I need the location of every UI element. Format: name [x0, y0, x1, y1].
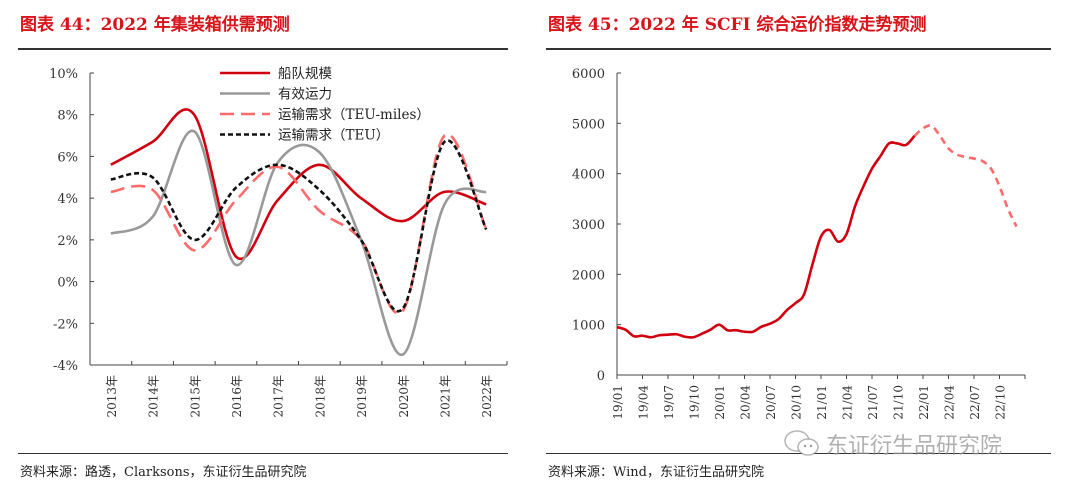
right-x-tick-label: 21/04 [841, 385, 855, 420]
left-x-tick-label: 2019年 [355, 375, 369, 418]
right-x-tick-label: 22/01 [917, 385, 931, 420]
right-x-tick-label: 22/07 [968, 385, 982, 420]
right-x-tick-label: 21/10 [892, 385, 906, 420]
left-x-tick-label: 2014年 [147, 375, 161, 418]
left-y-tick-label: 10% [49, 67, 78, 82]
left-x-tick-label: 2017年 [272, 375, 286, 418]
right-x-tick-label: 19/01 [611, 385, 625, 420]
right-x-tick-label: 19/04 [637, 385, 651, 420]
right-y-tick-label: 0 [597, 369, 605, 384]
left-y-tick-label: -4% [53, 359, 78, 374]
right-series-line-0 [616, 135, 916, 339]
right-y-tick-label: 2000 [572, 268, 605, 283]
left-title-rule [18, 48, 508, 50]
right-y-tick-label: 5000 [572, 117, 605, 132]
right-x-tick-label: 22/04 [943, 385, 957, 420]
wechat-icon [784, 430, 819, 456]
left-source: 资料来源：路透，Clarksons，东证衍生品研究院 [20, 465, 307, 480]
right-title-rule [546, 48, 1051, 50]
right-x-tick-label: 20/04 [739, 385, 753, 420]
left-source-rule [18, 453, 508, 454]
right-source: 资料来源：Wind，东证衍生品研究院 [548, 465, 764, 480]
right-x-tick-label: 20/01 [713, 385, 727, 420]
right-x-tick-label: 20/07 [764, 385, 778, 420]
legend-label: 运输需求（TEU） [278, 128, 389, 144]
right-x-tick-label: 19/10 [688, 385, 702, 420]
right-source-rule [546, 453, 1051, 454]
left-y-tick-label: 4% [57, 192, 78, 207]
right-series-line-1 [913, 124, 1018, 228]
legend-label: 船队规模 [278, 66, 332, 82]
left-x-tick-label: 2022年 [480, 375, 494, 418]
left-y-tick-label: 2% [57, 234, 78, 249]
left-chart-title: 图表 44：2022 年集装箱供需预测 [20, 15, 290, 35]
left-series-line-2 [110, 132, 488, 315]
left-x-tick-label: 2013年 [105, 375, 119, 418]
left-x-tick-label: 2015年 [188, 375, 202, 418]
right-y-tick-label: 3000 [572, 218, 605, 233]
left-y-tick-label: 6% [57, 150, 78, 165]
right-x-tick-label: 19/07 [662, 385, 676, 420]
right-x-tick-label: 21/07 [866, 385, 880, 420]
left-x-tick-label: 2021年 [438, 375, 452, 418]
legend-label: 运输需求（TEU-miles） [278, 107, 430, 123]
right-y-tick-label: 4000 [572, 168, 605, 183]
watermark: 东证衍生品研究院 [826, 434, 1003, 459]
right-chart-title: 图表 45：2022 年 SCFI 综合运价指数走势预测 [548, 15, 927, 35]
left-series-line-3 [110, 139, 488, 313]
left-y-tick-label: 0% [57, 276, 78, 291]
right-x-tick-label: 20/10 [790, 385, 804, 420]
left-x-tick-label: 2020年 [397, 375, 411, 418]
left-x-tick-label: 2016年 [230, 375, 244, 418]
right-y-tick-label: 6000 [572, 67, 605, 82]
left-y-tick-label: 8% [57, 109, 78, 124]
left-series-line-1 [110, 129, 487, 356]
left-y-tick-label: -2% [53, 317, 78, 332]
right-x-tick-label: 21/01 [815, 385, 829, 420]
right-y-tick-label: 1000 [572, 319, 605, 334]
legend-label: 有效运力 [278, 87, 332, 103]
left-x-tick-label: 2018年 [313, 375, 327, 418]
left-series-line-0 [110, 108, 487, 261]
right-x-tick-label: 22/10 [994, 385, 1008, 420]
